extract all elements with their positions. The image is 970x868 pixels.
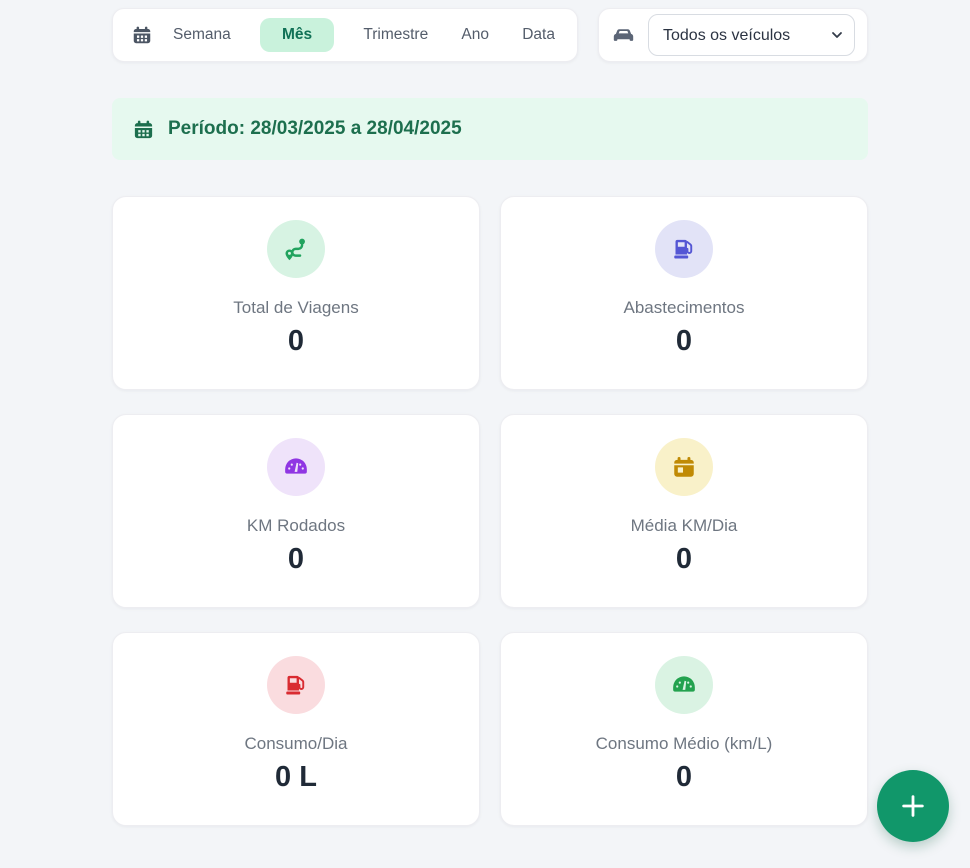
stat-label: Média KM/Dia <box>630 516 738 535</box>
add-button[interactable] <box>877 770 949 842</box>
stat-value: 0 <box>287 325 305 357</box>
car-icon <box>611 23 636 48</box>
stat-label: Consumo Médio (km/L) <box>595 734 773 753</box>
stat-label: Abastecimentos <box>623 298 745 317</box>
gas-pump-icon <box>655 220 713 278</box>
calendar-day-icon <box>655 438 713 496</box>
plus-icon <box>897 790 929 822</box>
gauge-icon <box>655 656 713 714</box>
stat-label: Consumo/Dia <box>244 734 348 753</box>
period-tabs: Semana Mês Trimestre Ano Data <box>169 18 559 52</box>
vehicle-select[interactable]: Todos os veículos <box>648 14 855 56</box>
gauge-icon <box>267 438 325 496</box>
tab-data[interactable]: Data <box>518 18 559 52</box>
stat-value: 0 <box>675 543 693 575</box>
stat-value: 0 <box>287 543 305 575</box>
card-media-km-dia: Média KM/Dia 0 <box>500 414 868 608</box>
period-banner: Período: 28/03/2025 a 28/04/2025 <box>112 98 868 160</box>
card-abastecimentos: Abastecimentos 0 <box>500 196 868 390</box>
calendar-days-icon <box>131 24 153 46</box>
vehicle-select-wrap: Todos os veículos <box>648 14 855 56</box>
card-km-rodados: KM Rodados 0 <box>112 414 480 608</box>
stat-label: KM Rodados <box>246 516 346 535</box>
calendar-days-icon <box>132 118 155 141</box>
card-consumo-medio: Consumo Médio (km/L) 0 <box>500 632 868 826</box>
stat-value: 0 <box>675 761 693 793</box>
stat-value: 0 <box>675 325 693 357</box>
stat-value: 0 L <box>275 761 317 793</box>
tab-semana[interactable]: Semana <box>169 18 235 52</box>
tab-trimestre[interactable]: Trimestre <box>359 18 432 52</box>
vehicle-filter-bar: Todos os veículos <box>598 8 868 62</box>
card-consumo-dia: Consumo/Dia 0 L <box>112 632 480 826</box>
stat-label: Total de Viagens <box>233 298 359 317</box>
stats-grid: Total de Viagens 0 Abastecimentos 0 KM R… <box>112 196 868 826</box>
route-icon <box>267 220 325 278</box>
tab-ano[interactable]: Ano <box>457 18 493 52</box>
card-total-viagens: Total de Viagens 0 <box>112 196 480 390</box>
gas-pump-icon <box>267 656 325 714</box>
tab-mes[interactable]: Mês <box>259 18 335 52</box>
period-banner-text: Período: 28/03/2025 a 28/04/2025 <box>168 118 462 139</box>
period-filter-bar: Semana Mês Trimestre Ano Data <box>112 8 578 62</box>
